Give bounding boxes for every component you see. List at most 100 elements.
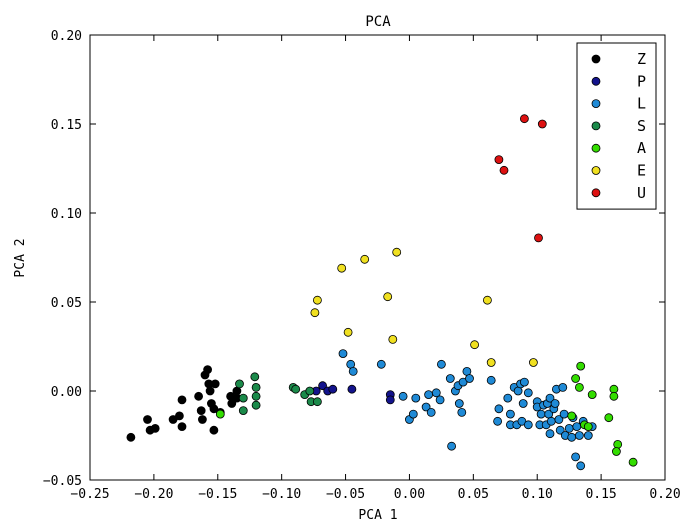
point-e-11 — [529, 358, 538, 367]
point-l-15 — [447, 441, 457, 451]
point-u-0 — [494, 155, 504, 165]
point-l-6 — [408, 409, 418, 419]
y-tick-label: 0.10 — [51, 207, 82, 222]
point-l-7 — [411, 393, 421, 403]
point-a-3 — [575, 382, 584, 392]
point-l-19 — [457, 407, 467, 417]
point-z-9 — [196, 406, 206, 416]
legend-label-u: U — [637, 184, 646, 202]
point-z-21 — [227, 399, 237, 408]
point-a-10 — [609, 391, 619, 401]
x-tick-label: 0.00 — [394, 487, 425, 502]
point-l-11 — [431, 388, 441, 398]
point-l-8 — [421, 402, 431, 412]
point-s-8 — [291, 384, 301, 394]
point-s-0 — [235, 379, 244, 389]
point-s-11 — [305, 386, 315, 396]
point-u-2 — [520, 114, 529, 124]
legend-marker-u — [591, 188, 601, 198]
point-l-41 — [536, 409, 546, 419]
y-tick-label: 0.20 — [51, 29, 82, 44]
legend-label-e: E — [637, 162, 646, 180]
point-l-50 — [550, 399, 560, 408]
x-tick-label: 0.05 — [458, 487, 489, 502]
point-a-1 — [567, 411, 577, 421]
point-p-6 — [385, 395, 395, 405]
y-tick-label: −0.05 — [43, 474, 82, 489]
point-z-10 — [197, 415, 207, 424]
legend-marker-l — [591, 99, 601, 108]
point-l-12 — [435, 395, 445, 405]
point-e-10 — [486, 358, 496, 367]
point-e-4 — [360, 254, 370, 264]
legend-label-a: A — [637, 139, 646, 157]
legend-marker-s — [591, 121, 601, 131]
point-l-3 — [376, 359, 386, 369]
point-l-25 — [494, 404, 504, 414]
x-tick-label: −0.15 — [198, 487, 237, 502]
point-u-1 — [499, 165, 509, 175]
point-l-4 — [398, 391, 408, 401]
point-l-47 — [545, 429, 555, 439]
point-z-18 — [209, 425, 219, 435]
x-tick-label: 0.15 — [585, 487, 616, 502]
point-s-4 — [251, 382, 261, 392]
point-l-13 — [436, 359, 446, 369]
point-a-0 — [215, 409, 225, 419]
point-l-23 — [486, 375, 496, 385]
y-tick-label: 0.00 — [51, 385, 82, 400]
point-z-1 — [143, 415, 152, 424]
x-tick-label: 0.20 — [649, 487, 680, 502]
x-axis-label: PCA 1 — [358, 508, 397, 523]
point-l-24 — [493, 416, 503, 426]
point-z-17 — [210, 379, 220, 389]
point-l-10 — [426, 407, 436, 417]
point-a-7 — [587, 390, 597, 400]
point-u-3 — [534, 233, 543, 243]
point-z-7 — [177, 422, 187, 432]
point-l-57 — [564, 423, 574, 433]
point-l-46 — [545, 393, 555, 403]
legend-label-s: S — [637, 117, 646, 135]
point-l-60 — [571, 452, 580, 462]
point-l-52 — [554, 415, 564, 424]
point-l-55 — [559, 409, 569, 419]
point-e-2 — [337, 263, 347, 273]
y-axis-label: PCA 2 — [13, 238, 28, 277]
point-e-8 — [470, 340, 480, 350]
legend-marker-e — [591, 166, 601, 175]
legend-marker-a — [591, 143, 601, 153]
point-l-36 — [523, 388, 533, 398]
point-a-13 — [628, 457, 638, 467]
axis-ticks: −0.25 −0.20 −0.15 −0.10 −0.05 0.00 0.05 0.10 0.1… — [43, 29, 681, 502]
chart-title: PCA — [365, 14, 391, 30]
point-s-1 — [238, 393, 248, 403]
legend-box — [576, 42, 657, 210]
point-l-63 — [576, 461, 586, 471]
point-a-11 — [613, 439, 623, 449]
point-l-34 — [518, 399, 528, 408]
point-l-2 — [348, 366, 358, 376]
point-e-9 — [482, 295, 492, 305]
point-l-65 — [583, 431, 593, 440]
legend-label-z: Z — [637, 50, 646, 68]
point-l-37 — [523, 420, 533, 430]
point-z-5 — [174, 411, 184, 421]
point-a-2 — [571, 374, 580, 383]
point-u-4 — [537, 119, 547, 129]
point-a-12 — [612, 447, 621, 456]
point-l-18 — [454, 399, 464, 408]
point-a-6 — [583, 422, 593, 432]
plot-frame — [89, 34, 666, 481]
point-p-4 — [347, 384, 357, 394]
point-s-3 — [250, 372, 260, 382]
point-z-12 — [203, 365, 213, 375]
point-e-3 — [343, 327, 353, 337]
point-l-0 — [338, 349, 348, 359]
point-l-54 — [558, 382, 568, 392]
point-e-7 — [392, 247, 402, 257]
y-tick-label: 0.05 — [51, 296, 82, 311]
y-tick-label: 0.15 — [51, 118, 82, 133]
point-s-2 — [238, 406, 248, 416]
